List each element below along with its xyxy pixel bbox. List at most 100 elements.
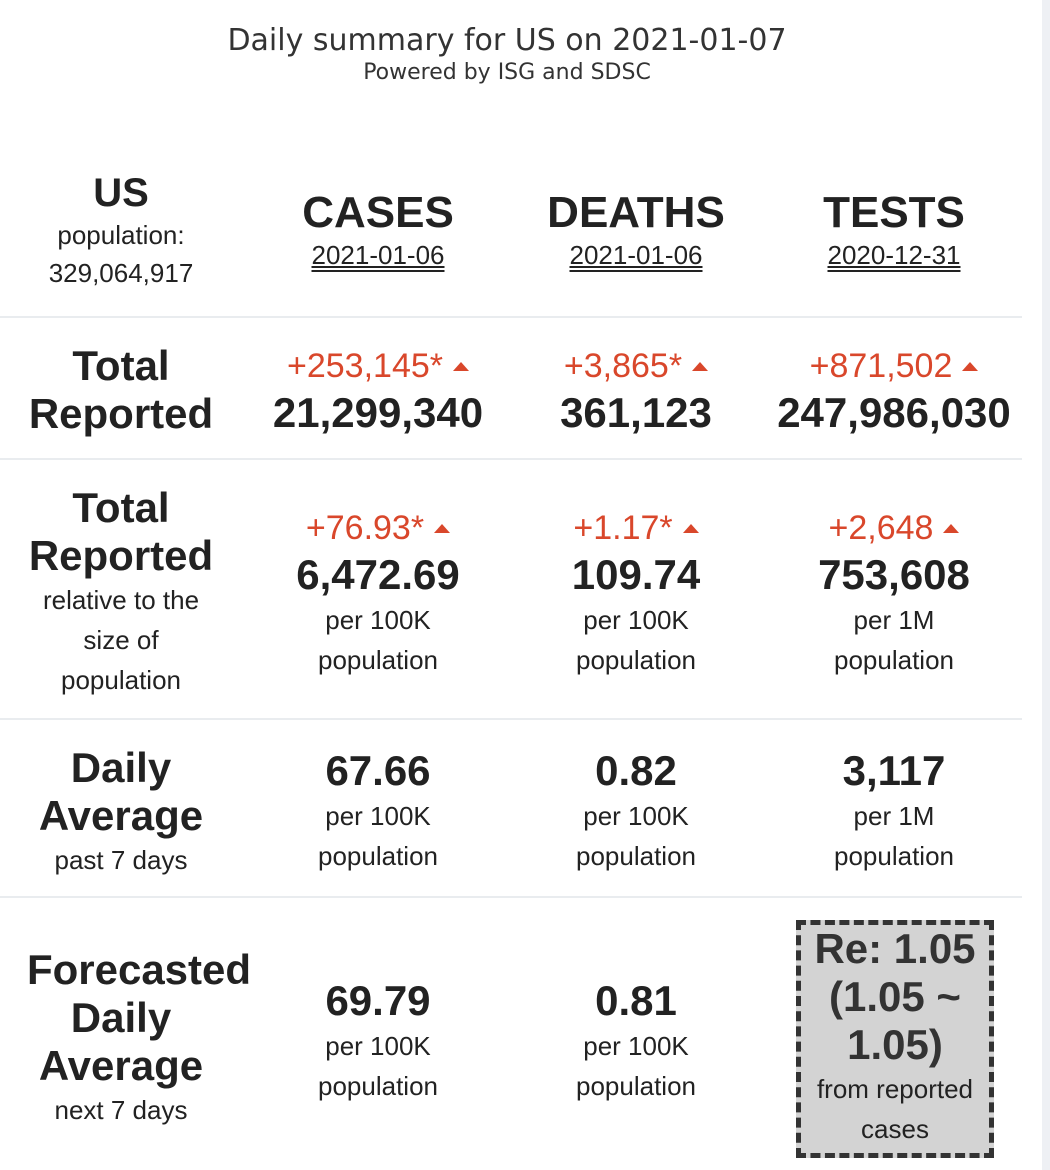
total-value: 361,123 xyxy=(560,389,712,436)
unit-line: per 1M xyxy=(853,605,935,635)
relative-value: 109.74 xyxy=(571,551,701,598)
daily-average-cases-cell: 67.66 per 100K population xyxy=(250,746,506,876)
delta-text: +3,865* xyxy=(563,347,683,385)
row-label-sub: population xyxy=(61,665,181,695)
forecast-cases-cell: 69.79 per 100K population xyxy=(250,976,506,1106)
tests-column-header: TESTS 2020-12-31 xyxy=(766,188,1022,272)
row-label-line: Total xyxy=(72,484,170,531)
cases-header-label: CASES xyxy=(302,188,454,237)
row-label-line: Daily xyxy=(70,994,172,1041)
relative-label: Total Reported relative to the size of p… xyxy=(0,484,242,700)
unit-line: population xyxy=(834,645,954,675)
unit-line: population xyxy=(318,1071,438,1101)
tests-header-label: TESTS xyxy=(823,188,965,237)
unit-line: population xyxy=(318,841,438,871)
re-estimate-box: Re: 1.05 (1.05 ~ 1.05) from reported cas… xyxy=(796,920,994,1158)
delta-value: +76.93* xyxy=(250,506,506,550)
re-source-line: cases xyxy=(861,1114,929,1144)
unit-line: per 100K xyxy=(583,801,689,831)
delta-value: +1.17* xyxy=(508,506,764,550)
average-value: 0.82 xyxy=(595,747,677,794)
unit-line: per 100K xyxy=(583,1031,689,1061)
delta-value: +3,865* xyxy=(508,344,764,388)
relative-value: 6,472.69 xyxy=(296,551,460,598)
deaths-header-label: DEATHS xyxy=(547,188,725,237)
summary-header: Daily summary for US on 2021-01-07 Power… xyxy=(0,22,1014,86)
deaths-column-header: DEATHS 2021-01-06 xyxy=(508,188,764,272)
unit-line: per 1M xyxy=(853,801,935,831)
total-cases-cell: +253,145* 21,299,340 xyxy=(250,344,506,438)
total-value: 247,986,030 xyxy=(777,389,1011,436)
row-label-line: Average xyxy=(38,792,204,839)
deaths-header-date[interactable]: 2021-01-06 xyxy=(569,240,703,270)
population-value: 329,064,917 xyxy=(48,258,194,288)
relative-cases-cell: +76.93* 6,472.69 per 100K population xyxy=(250,506,506,680)
forecast-value: 0.81 xyxy=(595,977,677,1024)
unit-line: per 100K xyxy=(325,801,431,831)
page-subtitle: Powered by ISG and SDSC xyxy=(363,60,651,85)
delta-text: +871,502 xyxy=(809,347,953,385)
unit-line: population xyxy=(834,841,954,871)
relative-value: 753,608 xyxy=(818,551,970,598)
row-label-line: Forecasted xyxy=(26,946,252,993)
scrollbar-track[interactable] xyxy=(1042,0,1050,1170)
forecast-deaths-cell: 0.81 per 100K population xyxy=(508,976,764,1106)
region-name: US xyxy=(93,171,149,215)
delta-text: +2,648 xyxy=(828,509,934,547)
up-arrow-icon xyxy=(962,362,979,371)
re-source-line: from reported xyxy=(816,1074,974,1104)
total-deaths-cell: +3,865* 361,123 xyxy=(508,344,764,438)
relative-row: Total Reported relative to the size of p… xyxy=(0,458,1022,720)
delta-text: +253,145* xyxy=(287,347,443,385)
delta-value: +871,502 xyxy=(766,344,1022,388)
delta-value: +253,145* xyxy=(250,344,506,388)
row-label-line: Reported xyxy=(28,532,214,579)
delta-text: +76.93* xyxy=(305,509,425,547)
average-value: 3,117 xyxy=(842,747,946,794)
cases-header-date[interactable]: 2021-01-06 xyxy=(311,240,445,270)
up-arrow-icon xyxy=(453,362,469,371)
row-label-line: Total xyxy=(72,342,170,389)
re-range-line: 1.05) xyxy=(847,1021,943,1068)
daily-average-label: Daily Average past 7 days xyxy=(0,744,242,880)
unit-line: per 100K xyxy=(325,1031,431,1061)
row-label-line: Reported xyxy=(28,390,214,437)
total-value: 21,299,340 xyxy=(272,389,484,436)
delta-text: +1.17* xyxy=(573,509,673,547)
unit-line: per 100K xyxy=(583,605,689,635)
up-arrow-icon xyxy=(682,524,699,533)
up-arrow-icon xyxy=(692,362,709,371)
cases-column-header: CASES 2021-01-06 xyxy=(250,188,506,272)
unit-line: population xyxy=(576,1071,696,1101)
unit-line: population xyxy=(576,645,696,675)
population-label: population: xyxy=(57,220,185,250)
total-reported-label: Total Reported xyxy=(0,342,242,438)
daily-average-deaths-cell: 0.82 per 100K population xyxy=(508,746,764,876)
up-arrow-icon xyxy=(434,524,451,533)
up-arrow-icon xyxy=(943,524,960,533)
unit-line: population xyxy=(318,645,438,675)
row-label-sub: next 7 days xyxy=(54,1095,188,1125)
forecast-value: 69.79 xyxy=(325,977,431,1024)
row-label-sub: size of xyxy=(83,625,159,655)
delta-value: +2,648 xyxy=(766,506,1022,550)
unit-line: population xyxy=(576,841,696,871)
row-label-sub: past 7 days xyxy=(54,845,188,875)
tests-header-date[interactable]: 2020-12-31 xyxy=(827,240,961,270)
total-tests-cell: +871,502 247,986,030 xyxy=(766,344,1022,438)
column-header-row: US population: 329,064,917 CASES 2021-01… xyxy=(0,170,1022,316)
re-range-line: (1.05 ~ xyxy=(829,973,961,1020)
average-value: 67.66 xyxy=(325,747,431,794)
total-reported-row: Total Reported +253,145* 21,299,340 +3,8… xyxy=(0,316,1022,460)
row-label-line: Daily xyxy=(70,744,172,791)
row-label-line: Average xyxy=(38,1042,204,1089)
re-value: Re: 1.05 xyxy=(814,925,976,972)
region-cell: US population: 329,064,917 xyxy=(0,170,242,292)
relative-deaths-cell: +1.17* 109.74 per 100K population xyxy=(508,506,764,680)
forecast-row: Forecasted Daily Average next 7 days 69.… xyxy=(0,896,1022,1170)
unit-line: per 100K xyxy=(325,605,431,635)
daily-average-tests-cell: 3,117 per 1M population xyxy=(766,746,1022,876)
page-title: Daily summary for US on 2021-01-07 xyxy=(227,23,787,58)
row-label-sub: relative to the xyxy=(42,585,200,615)
forecast-label: Forecasted Daily Average next 7 days xyxy=(0,946,278,1130)
